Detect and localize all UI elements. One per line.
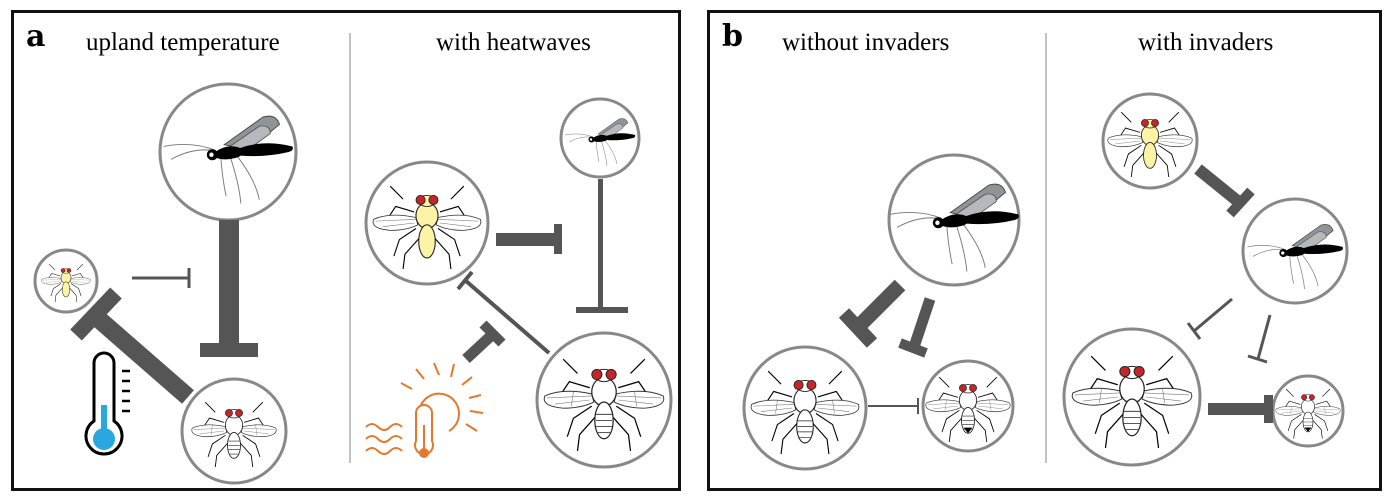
- native-fly-node-small-tip: [1271, 374, 1345, 448]
- invader-fly-node: [1101, 92, 1199, 190]
- inhibition-heatwave-to-invader: [462, 320, 506, 364]
- panel-b: b without invaders with invaders: [707, 10, 1382, 491]
- panel-b-right-title: with invaders: [1138, 29, 1274, 56]
- inhibition-invader-to-native-weak: [132, 268, 191, 288]
- inhibition-native-to-native-strong: [1208, 395, 1273, 423]
- native-fly-node-large: [1062, 327, 1202, 467]
- native-fly-node-large: [535, 331, 673, 469]
- panel-b-label: b: [722, 19, 743, 54]
- inhibition-wasp-to-native-b: [898, 297, 936, 358]
- panel-b-diagram: [742, 33, 1349, 471]
- native-fly-node-tip: [921, 359, 1015, 453]
- panel-a: a upland temperature with heatwaves: [11, 10, 681, 491]
- panel-a-label: a: [26, 19, 46, 54]
- wasp-node-small: [559, 97, 641, 179]
- native-fly-node-large: [742, 345, 868, 471]
- invader-fly-node-small: [33, 248, 99, 314]
- inhibition-wasp-to-native-weak-b: [1247, 314, 1272, 364]
- inhibition-invader-to-wasp: [496, 224, 562, 254]
- panel-a-diagram: [33, 33, 673, 485]
- heatwave-icon: [365, 362, 484, 458]
- thermometer-icon: [84, 351, 130, 456]
- panel-a-right-title: with heatwaves: [436, 29, 591, 56]
- inhibition-native-to-native: [868, 398, 919, 414]
- inhibition-wasp-to-native-a: [838, 279, 906, 348]
- inhibition-native-to-invader: [456, 270, 551, 355]
- panel-b-left-title: without invaders: [782, 29, 950, 56]
- wasp-node-large: [158, 82, 298, 222]
- wasp-node: [1241, 197, 1349, 305]
- inhibition-wasp-to-native-weak-a: [1186, 297, 1233, 340]
- native-fly-node: [180, 377, 288, 485]
- inhibition-invader-to-wasp: [1194, 164, 1255, 218]
- wasp-node: [887, 153, 1021, 287]
- invader-fly-node: [364, 160, 490, 286]
- panel-a-left-title: upland temperature: [86, 29, 280, 56]
- inhibition-wasp-to-native-thin: [576, 179, 628, 313]
- inhibition-wasp-to-native: [200, 220, 258, 357]
- inhibition-temperature-to-invader: [70, 287, 194, 404]
